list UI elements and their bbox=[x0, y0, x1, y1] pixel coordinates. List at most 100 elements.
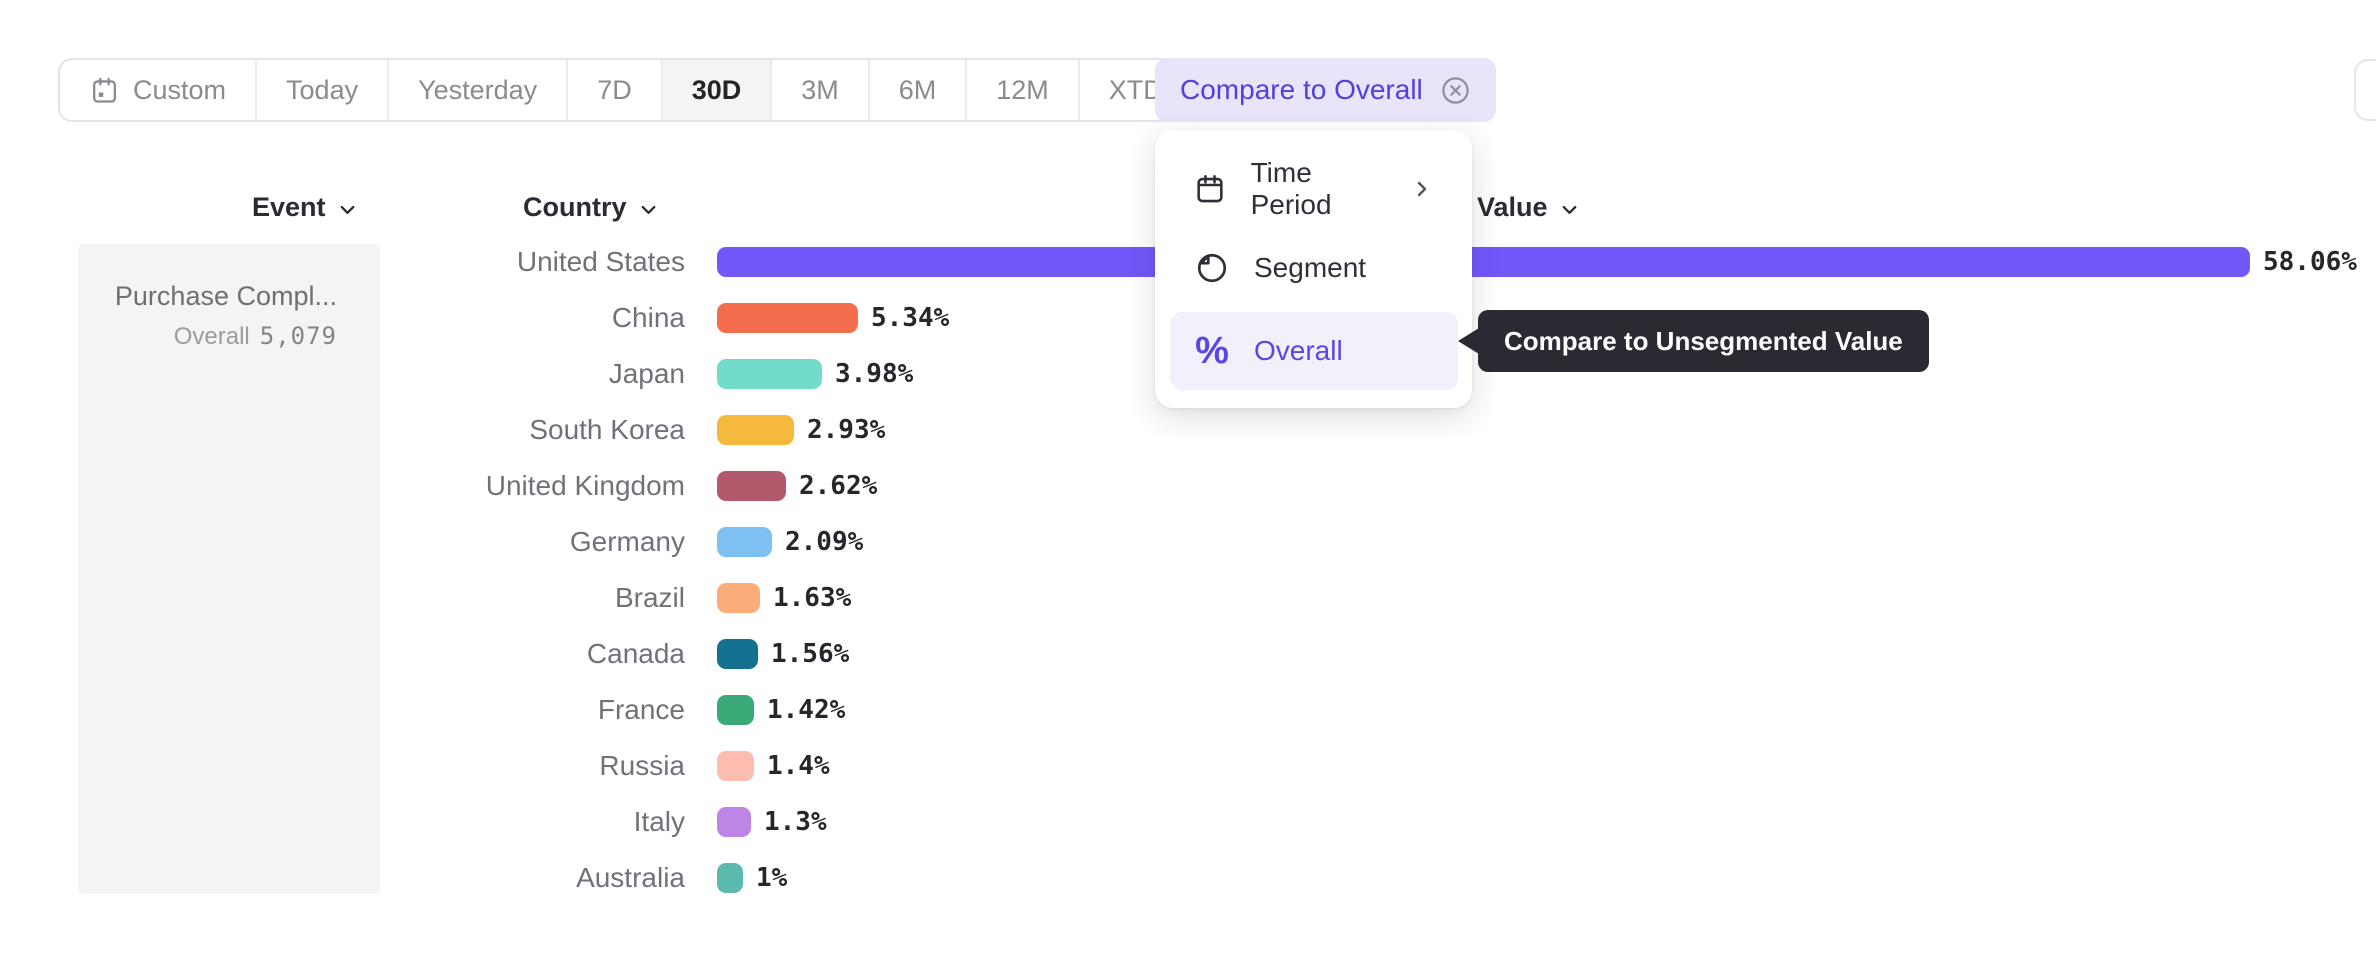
range-label: 30D bbox=[691, 74, 742, 105]
percent-icon: % bbox=[1195, 330, 1229, 372]
column-header-country[interactable]: Country bbox=[523, 189, 660, 225]
chart-row: Australia 1% bbox=[0, 862, 2376, 893]
country-label: Italy bbox=[633, 806, 685, 837]
country-label: Russia bbox=[599, 750, 685, 781]
bar-australia[interactable] bbox=[717, 863, 743, 893]
range-label: Yesterday bbox=[418, 74, 538, 105]
remove-compare-icon[interactable] bbox=[1440, 75, 1471, 106]
range-button-today[interactable]: Today bbox=[257, 60, 390, 120]
menu-item-segment[interactable]: Segment bbox=[1170, 238, 1458, 298]
range-label: 12M bbox=[996, 74, 1049, 105]
range-button-3m[interactable]: 3M bbox=[772, 60, 870, 120]
chart-row: Japan 3.98% bbox=[0, 358, 2376, 389]
chart-row: United States 58.06% bbox=[0, 246, 2376, 277]
overall-value: 5,079 bbox=[259, 322, 337, 350]
value-label: 58.06% bbox=[2263, 247, 2357, 277]
column-header-event-label: Event bbox=[252, 191, 326, 222]
value-label: 1.3% bbox=[764, 807, 827, 837]
bar-south-korea[interactable] bbox=[717, 415, 794, 445]
value-label: 1.56% bbox=[771, 639, 850, 669]
country-label: China bbox=[611, 302, 685, 333]
chevron-down-icon bbox=[1558, 198, 1581, 221]
range-label: 6M bbox=[898, 74, 937, 105]
chart-row: Germany 2.09% bbox=[0, 526, 2376, 557]
country-label: United States bbox=[516, 246, 685, 277]
chart-row: South Korea 2.93% bbox=[0, 414, 2376, 445]
event-cell[interactable]: Purchase Compl... Overall 5,079 bbox=[78, 244, 380, 894]
chart-row: United Kingdom 2.62% bbox=[0, 470, 2376, 501]
value-label: 1% bbox=[756, 863, 788, 893]
country-label: South Korea bbox=[529, 414, 685, 445]
compare-to-overall-chip[interactable]: Compare to Overall bbox=[1155, 58, 1496, 122]
range-button-7d[interactable]: 7D bbox=[568, 60, 663, 120]
bar-japan[interactable] bbox=[717, 359, 822, 389]
country-label: Australia bbox=[576, 862, 685, 893]
range-button-30d[interactable]: 30D bbox=[662, 60, 773, 120]
country-label: Brazil bbox=[614, 582, 685, 613]
column-header-value-label: Value bbox=[1477, 191, 1548, 222]
overall-label: Overall bbox=[173, 323, 250, 350]
chart-row: Italy 1.3% bbox=[0, 806, 2376, 837]
compare-dropdown-menu: Time Period Segment % Overall bbox=[1155, 130, 1472, 408]
calendar-icon bbox=[1193, 172, 1228, 206]
bar-united-states[interactable] bbox=[717, 247, 2250, 277]
menu-item-overall[interactable]: % Overall bbox=[1170, 312, 1458, 390]
range-button-custom[interactable]: Custom bbox=[60, 60, 258, 120]
country-label: United Kingdom bbox=[485, 470, 685, 501]
bar-russia[interactable] bbox=[717, 751, 754, 781]
bar-france[interactable] bbox=[717, 695, 754, 725]
chevron-down-icon bbox=[336, 198, 359, 221]
country-label: France bbox=[597, 694, 685, 725]
value-label: 5.34% bbox=[871, 303, 950, 333]
bar-germany[interactable] bbox=[717, 527, 772, 557]
clipped-toolbar-pill[interactable] bbox=[2354, 59, 2376, 121]
chart-row: Canada 1.56% bbox=[0, 638, 2376, 669]
value-label: 1.63% bbox=[773, 583, 852, 613]
menu-item-label: Overall bbox=[1254, 335, 1343, 366]
country-label: Japan bbox=[608, 358, 685, 389]
chart-row: Russia 1.4% bbox=[0, 750, 2376, 781]
range-button-yesterday[interactable]: Yesterday bbox=[389, 60, 569, 120]
value-label: 2.09% bbox=[785, 527, 864, 557]
bar-canada[interactable] bbox=[717, 639, 758, 669]
column-header-country-label: Country bbox=[523, 191, 627, 222]
menu-item-time-period[interactable]: Time Period bbox=[1170, 157, 1458, 220]
calendar-icon bbox=[89, 75, 120, 106]
range-label: 3M bbox=[801, 74, 839, 105]
date-range-toolbar: Custom Today Yesterday 7D 30D 3M 6M 12M … bbox=[58, 58, 1229, 122]
country-label: Germany bbox=[569, 526, 685, 557]
bar-italy[interactable] bbox=[717, 807, 751, 837]
range-label: XTD bbox=[1108, 74, 1163, 105]
segment-icon bbox=[1193, 251, 1231, 285]
tooltip-text: Compare to Unsegmented Value bbox=[1504, 325, 1903, 356]
chevron-right-icon bbox=[1410, 177, 1434, 201]
bar-brazil[interactable] bbox=[717, 583, 760, 613]
event-name: Purchase Compl... bbox=[114, 281, 337, 311]
event-overall: Overall 5,079 bbox=[115, 322, 337, 351]
chart-row: France 1.42% bbox=[0, 694, 2376, 725]
chevron-down-icon bbox=[637, 198, 660, 221]
tooltip: Compare to Unsegmented Value bbox=[1478, 310, 1929, 372]
value-label: 2.93% bbox=[807, 415, 886, 445]
chart-row: Brazil 1.63% bbox=[0, 582, 2376, 613]
value-label: 3.98% bbox=[835, 359, 914, 389]
range-label: Custom bbox=[133, 74, 227, 105]
menu-item-label: Segment bbox=[1254, 252, 1367, 283]
value-label: 1.4% bbox=[767, 751, 830, 781]
tooltip-arrow bbox=[1458, 328, 1479, 354]
chart-row: China 5.34% bbox=[0, 302, 2376, 333]
range-button-6m[interactable]: 6M bbox=[870, 60, 968, 120]
column-header-value[interactable]: Value bbox=[1477, 189, 1581, 225]
column-header-event[interactable]: Event bbox=[252, 189, 359, 225]
range-button-12m[interactable]: 12M bbox=[967, 60, 1080, 120]
range-label: Today bbox=[286, 74, 359, 105]
compare-chip-label: Compare to Overall bbox=[1180, 74, 1423, 105]
bar-china[interactable] bbox=[717, 303, 858, 333]
bar-united-kingdom[interactable] bbox=[717, 471, 786, 501]
value-label: 1.42% bbox=[767, 695, 846, 725]
value-label: 2.62% bbox=[799, 471, 878, 501]
country-label: Canada bbox=[586, 638, 685, 669]
range-label: 7D bbox=[597, 74, 632, 105]
menu-item-label: Time Period bbox=[1250, 157, 1332, 220]
